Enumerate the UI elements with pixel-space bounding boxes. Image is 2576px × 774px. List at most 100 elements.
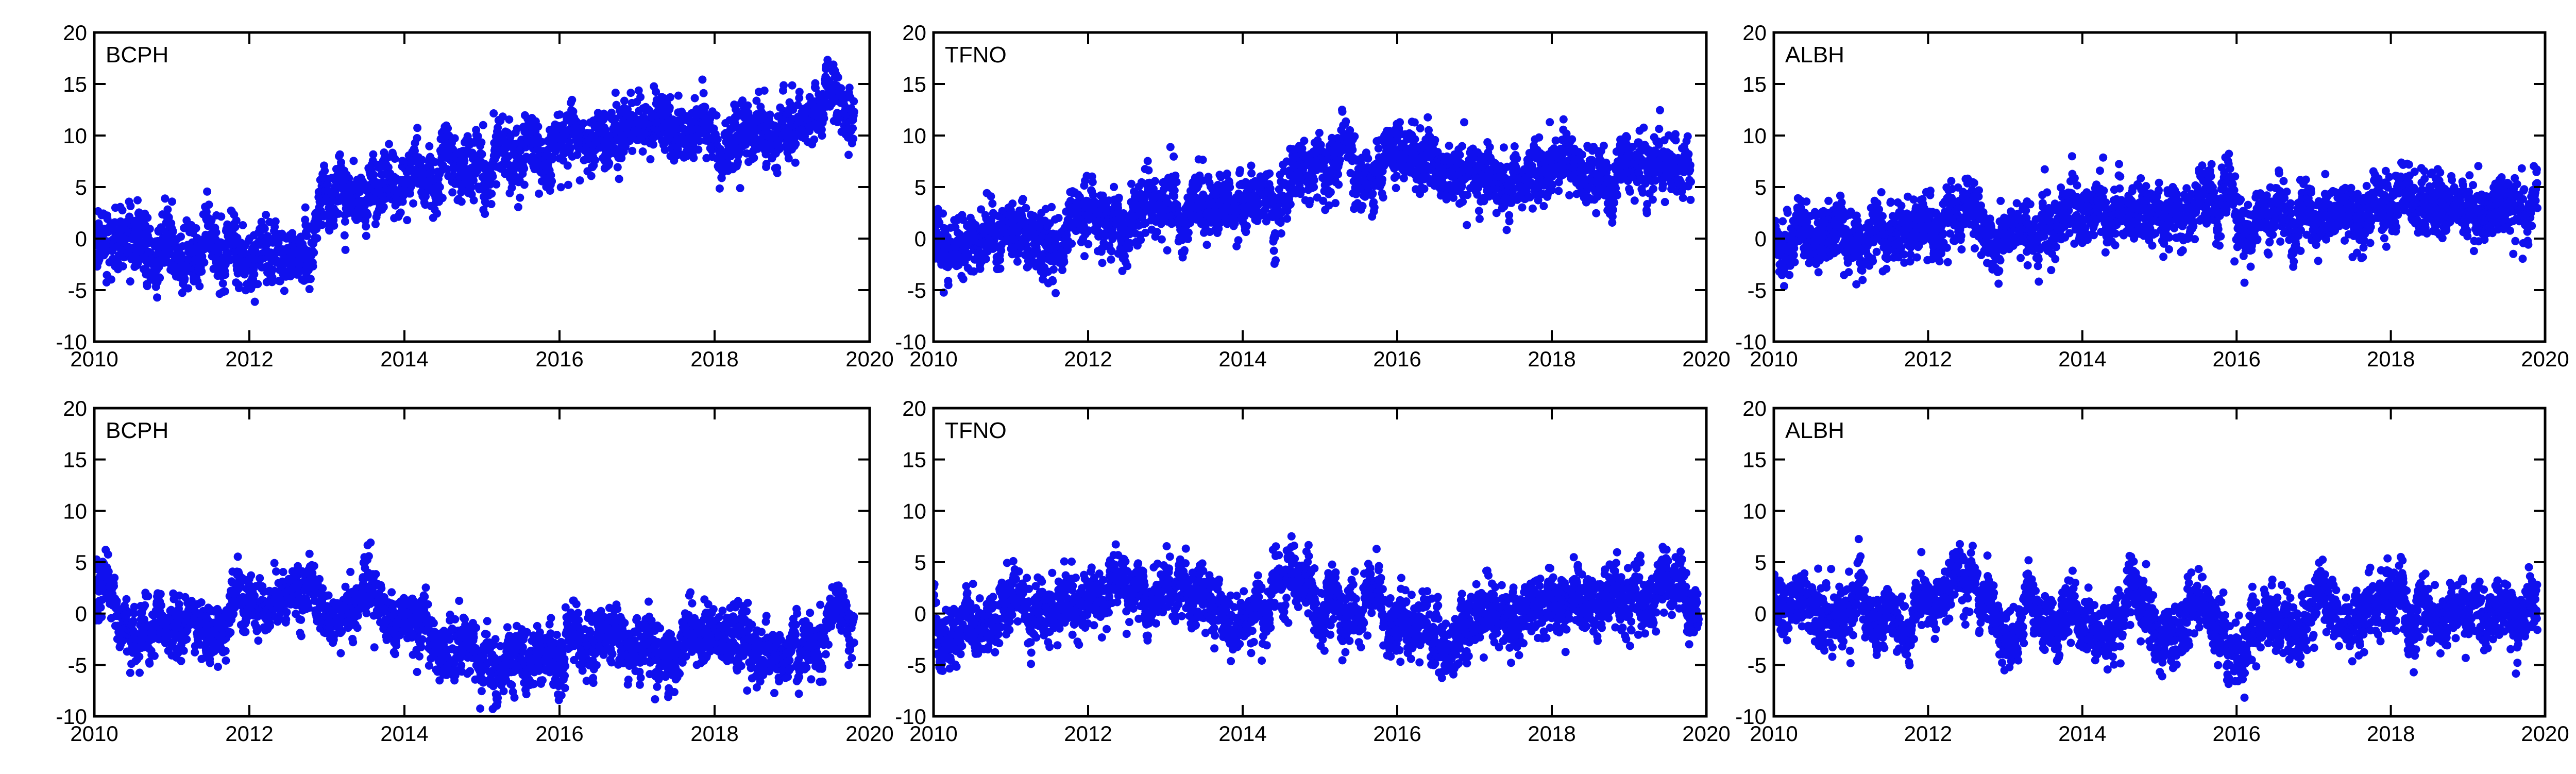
data-point [280, 287, 289, 295]
x-tick-label: 2012 [225, 347, 273, 371]
data-point [1084, 226, 1093, 235]
data-point [1052, 289, 1060, 297]
data-point [844, 150, 853, 159]
data-point [126, 202, 135, 210]
data-point [845, 83, 854, 92]
data-point [548, 177, 556, 186]
data-point [301, 203, 310, 212]
data-point [1539, 201, 1548, 210]
data-point [1546, 118, 1554, 127]
data-point [469, 176, 478, 185]
y-tick-label: 5 [75, 175, 87, 199]
data-point [487, 200, 496, 208]
data-point [516, 193, 524, 202]
data-point [638, 147, 647, 156]
data-point [1063, 245, 1072, 254]
data-point [1492, 209, 1501, 217]
x-tick-label: 2020 [845, 347, 893, 371]
data-point [1048, 277, 1057, 285]
data-point [184, 284, 193, 293]
data-point [1358, 201, 1367, 210]
data-point [334, 209, 343, 218]
data-point [600, 109, 608, 118]
x-tick-label: 2018 [690, 347, 738, 371]
data-point [1163, 246, 1172, 255]
data-point [413, 134, 421, 142]
data-point [492, 180, 501, 189]
data-point [1334, 180, 1343, 189]
data-point [1350, 132, 1359, 141]
data-point [1032, 246, 1041, 255]
data-point [1297, 186, 1306, 195]
data-point [795, 88, 804, 96]
data-point [996, 256, 1004, 264]
data-point [646, 155, 655, 163]
data-point [1592, 209, 1601, 217]
data-point [1254, 199, 1263, 207]
data-point [489, 109, 498, 117]
data-point [488, 172, 497, 181]
scatter-points [94, 56, 858, 306]
data-point [617, 154, 626, 162]
data-point [1265, 169, 1274, 178]
data-point [205, 200, 213, 209]
data-point [575, 176, 584, 185]
data-point [443, 165, 451, 174]
data-point [605, 159, 614, 167]
data-point [200, 258, 209, 267]
data-point [698, 75, 707, 84]
data-point [1144, 166, 1153, 175]
data-point [1463, 221, 1471, 229]
data-point [313, 234, 321, 243]
data-point [1509, 184, 1518, 193]
data-point [1223, 170, 1231, 178]
data-point [444, 124, 452, 133]
data-point [1348, 145, 1357, 154]
data-point [460, 156, 469, 165]
data-point [1013, 257, 1022, 266]
data-point [477, 138, 486, 147]
data-point [1609, 206, 1617, 214]
data-point [409, 199, 418, 208]
data-point [534, 122, 543, 131]
data-point [752, 96, 761, 105]
data-point [234, 284, 243, 293]
data-point [701, 103, 709, 111]
data-point [118, 206, 127, 215]
data-point [954, 261, 963, 270]
data-point [1378, 175, 1386, 184]
data-point [636, 93, 645, 102]
data-point [389, 184, 398, 193]
data-point [850, 108, 858, 116]
data-point [1247, 169, 1256, 178]
data-point [1084, 240, 1093, 248]
data-point [1088, 178, 1097, 187]
data-point [1022, 204, 1030, 212]
data-point [620, 96, 629, 105]
data-point [1224, 190, 1232, 198]
data-point [418, 156, 427, 164]
data-point [435, 183, 444, 191]
data-point [1180, 246, 1189, 255]
data-point [335, 150, 344, 159]
data-point [143, 213, 152, 222]
data-point [156, 274, 164, 282]
data-point [734, 158, 742, 166]
data-point [371, 220, 380, 228]
data-point [1374, 144, 1383, 153]
data-point [766, 110, 774, 119]
data-point [569, 107, 578, 116]
data-point [438, 194, 447, 203]
data-point [738, 96, 747, 105]
data-point [791, 158, 800, 167]
data-point [1528, 204, 1537, 213]
data-point [736, 184, 744, 193]
data-point [1276, 218, 1285, 227]
data-point [791, 140, 800, 148]
data-point [161, 194, 170, 203]
data-point [566, 144, 575, 152]
data-point [1261, 205, 1269, 214]
data-point [810, 135, 819, 144]
data-point [818, 131, 826, 140]
data-point [450, 134, 459, 143]
